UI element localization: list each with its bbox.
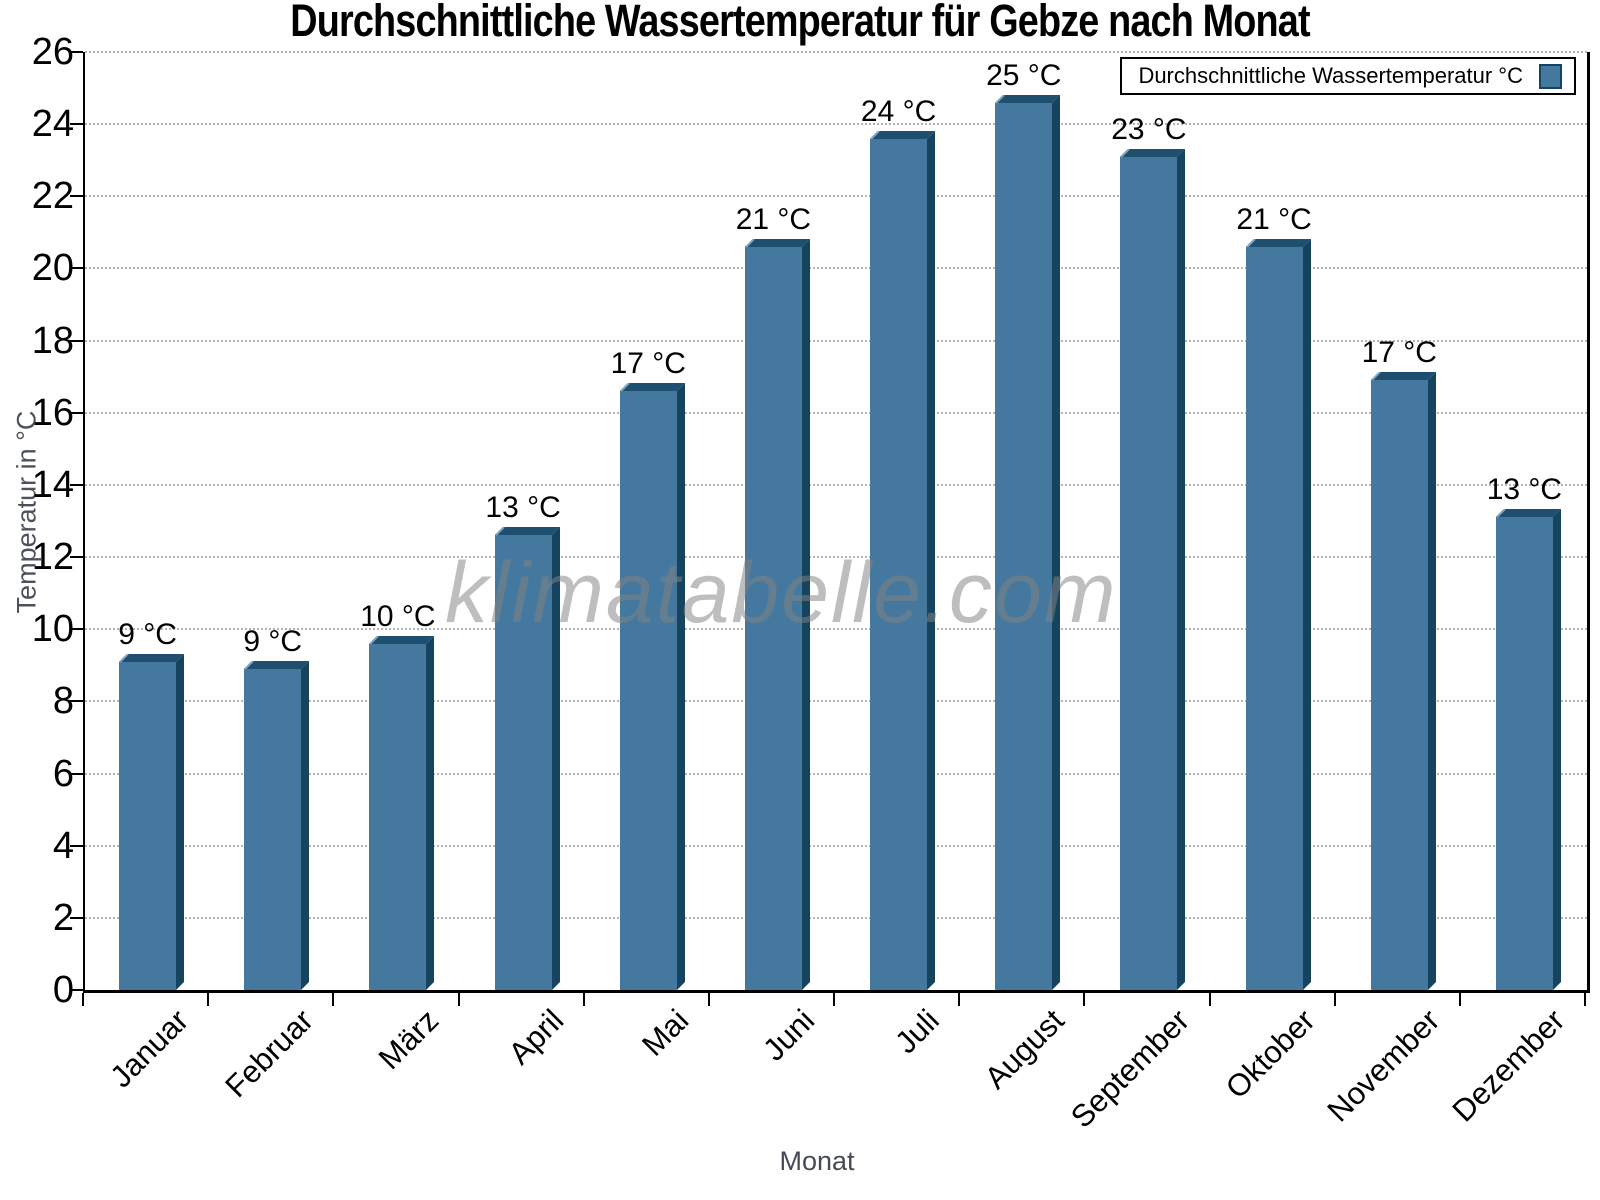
y-tick [70, 700, 83, 703]
x-tick-label: September [1064, 1002, 1197, 1135]
x-tick-label: Mai [635, 1002, 696, 1063]
watermark: klimatabelle.com [445, 545, 1118, 641]
y-axis-title: Temperatur in °C [11, 410, 42, 614]
y-tick-label: 14 [31, 463, 74, 506]
x-axis-title: Monat [779, 1146, 855, 1176]
bar-value-label: 21 °C [1236, 203, 1312, 236]
x-tick-label: Januar [103, 1002, 195, 1095]
gridline [85, 51, 1587, 53]
x-tick [707, 993, 710, 1006]
y-tick-label: 18 [31, 319, 74, 362]
bar-value-label: 23 °C [1111, 113, 1187, 146]
y-tick [70, 916, 83, 919]
y-tick-label: 20 [31, 247, 74, 290]
y-tick-label: 12 [31, 536, 74, 579]
bar-value-label: 17 °C [610, 347, 686, 380]
x-tick [1458, 993, 1461, 1006]
bar-mai [619, 383, 685, 990]
x-tick [1333, 993, 1336, 1006]
gridline [85, 700, 1587, 703]
bar-april [494, 527, 560, 990]
x-tick-label: April [501, 1002, 571, 1072]
bar-februar [244, 661, 310, 990]
x-tick [958, 993, 961, 1006]
bar-value-label: 10 °C [360, 600, 436, 633]
y-tick [70, 772, 83, 775]
y-tick-label: 0 [52, 969, 74, 1011]
bar-oktober [1245, 239, 1311, 990]
y-tick-label: 10 [31, 608, 74, 651]
bar-juli [870, 131, 936, 990]
bar-value-label: 9 °C [118, 618, 177, 651]
x-tick [207, 993, 210, 1006]
gridline [85, 556, 1587, 559]
y-tick [70, 51, 83, 53]
x-tick [332, 993, 335, 1006]
legend-label: Durchschnittliche Wassertemperatur °C [1138, 63, 1523, 88]
y-tick-label: 24 [31, 103, 74, 146]
y-tick [70, 123, 83, 126]
y-tick [70, 844, 83, 847]
bar-januar [119, 654, 185, 990]
x-tick-label: Dezember [1445, 1002, 1572, 1129]
gridline [85, 195, 1587, 198]
bar-september [1120, 149, 1186, 990]
y-tick [70, 628, 83, 631]
plot-area: klimatabelle.com [83, 51, 1590, 993]
legend-swatch-icon [1539, 63, 1562, 89]
x-tick-label: November [1320, 1002, 1447, 1129]
bar-value-label: 21 °C [735, 203, 812, 236]
y-tick [70, 556, 83, 559]
bar-value-label: 9 °C [243, 625, 303, 658]
gridline [85, 628, 1587, 631]
bar-dezember [1495, 509, 1561, 990]
x-tick-label: Februar [218, 1002, 321, 1105]
y-tick [70, 483, 83, 486]
y-tick-label: 26 [31, 31, 74, 73]
y-tick [70, 195, 83, 198]
legend: Durchschnittliche Wassertemperatur °C [1120, 57, 1576, 95]
bar-märz [369, 636, 435, 990]
y-tick-label: 2 [52, 896, 74, 939]
x-tick [1083, 993, 1086, 1006]
bar-value-label: 24 °C [860, 95, 937, 128]
gridline [85, 123, 1587, 126]
gridline [85, 411, 1587, 414]
x-tick [82, 993, 84, 1006]
y-tick-label: 22 [31, 175, 74, 218]
bar-value-label: 13 °C [485, 491, 561, 524]
bar-august [995, 95, 1061, 990]
y-tick-label: 6 [52, 752, 74, 795]
gridline [85, 844, 1587, 847]
x-tick [457, 993, 460, 1006]
y-tick-label: 16 [31, 391, 74, 434]
bar-value-label: 13 °C [1486, 473, 1563, 506]
x-tick-label: Oktober [1218, 1002, 1322, 1106]
x-tick [582, 993, 585, 1006]
y-tick [70, 339, 83, 342]
y-tick [70, 989, 83, 991]
x-tick-label: Juni [755, 1002, 821, 1068]
gridline [85, 916, 1587, 919]
chart-title: Durchschnittliche Wassertemperatur für G… [290, 0, 1310, 46]
x-tick-label: August [978, 1002, 1072, 1096]
x-tick-label: März [371, 1002, 446, 1077]
y-tick [70, 411, 83, 414]
bar-november [1370, 372, 1436, 990]
y-tick [70, 267, 83, 270]
x-tick [833, 993, 835, 1006]
y-tick-label: 4 [52, 824, 74, 867]
x-tick-label: Juli [888, 1002, 946, 1061]
x-tick [1584, 993, 1586, 1006]
bar-value-label: 25 °C [986, 59, 1062, 92]
x-tick [1208, 993, 1211, 1006]
gridline [85, 339, 1587, 342]
gridline [85, 772, 1587, 775]
gridline [85, 483, 1587, 486]
gridline [85, 267, 1587, 270]
bar-value-label: 17 °C [1361, 336, 1437, 369]
bar-juni [744, 239, 810, 990]
y-tick-label: 8 [52, 680, 74, 723]
